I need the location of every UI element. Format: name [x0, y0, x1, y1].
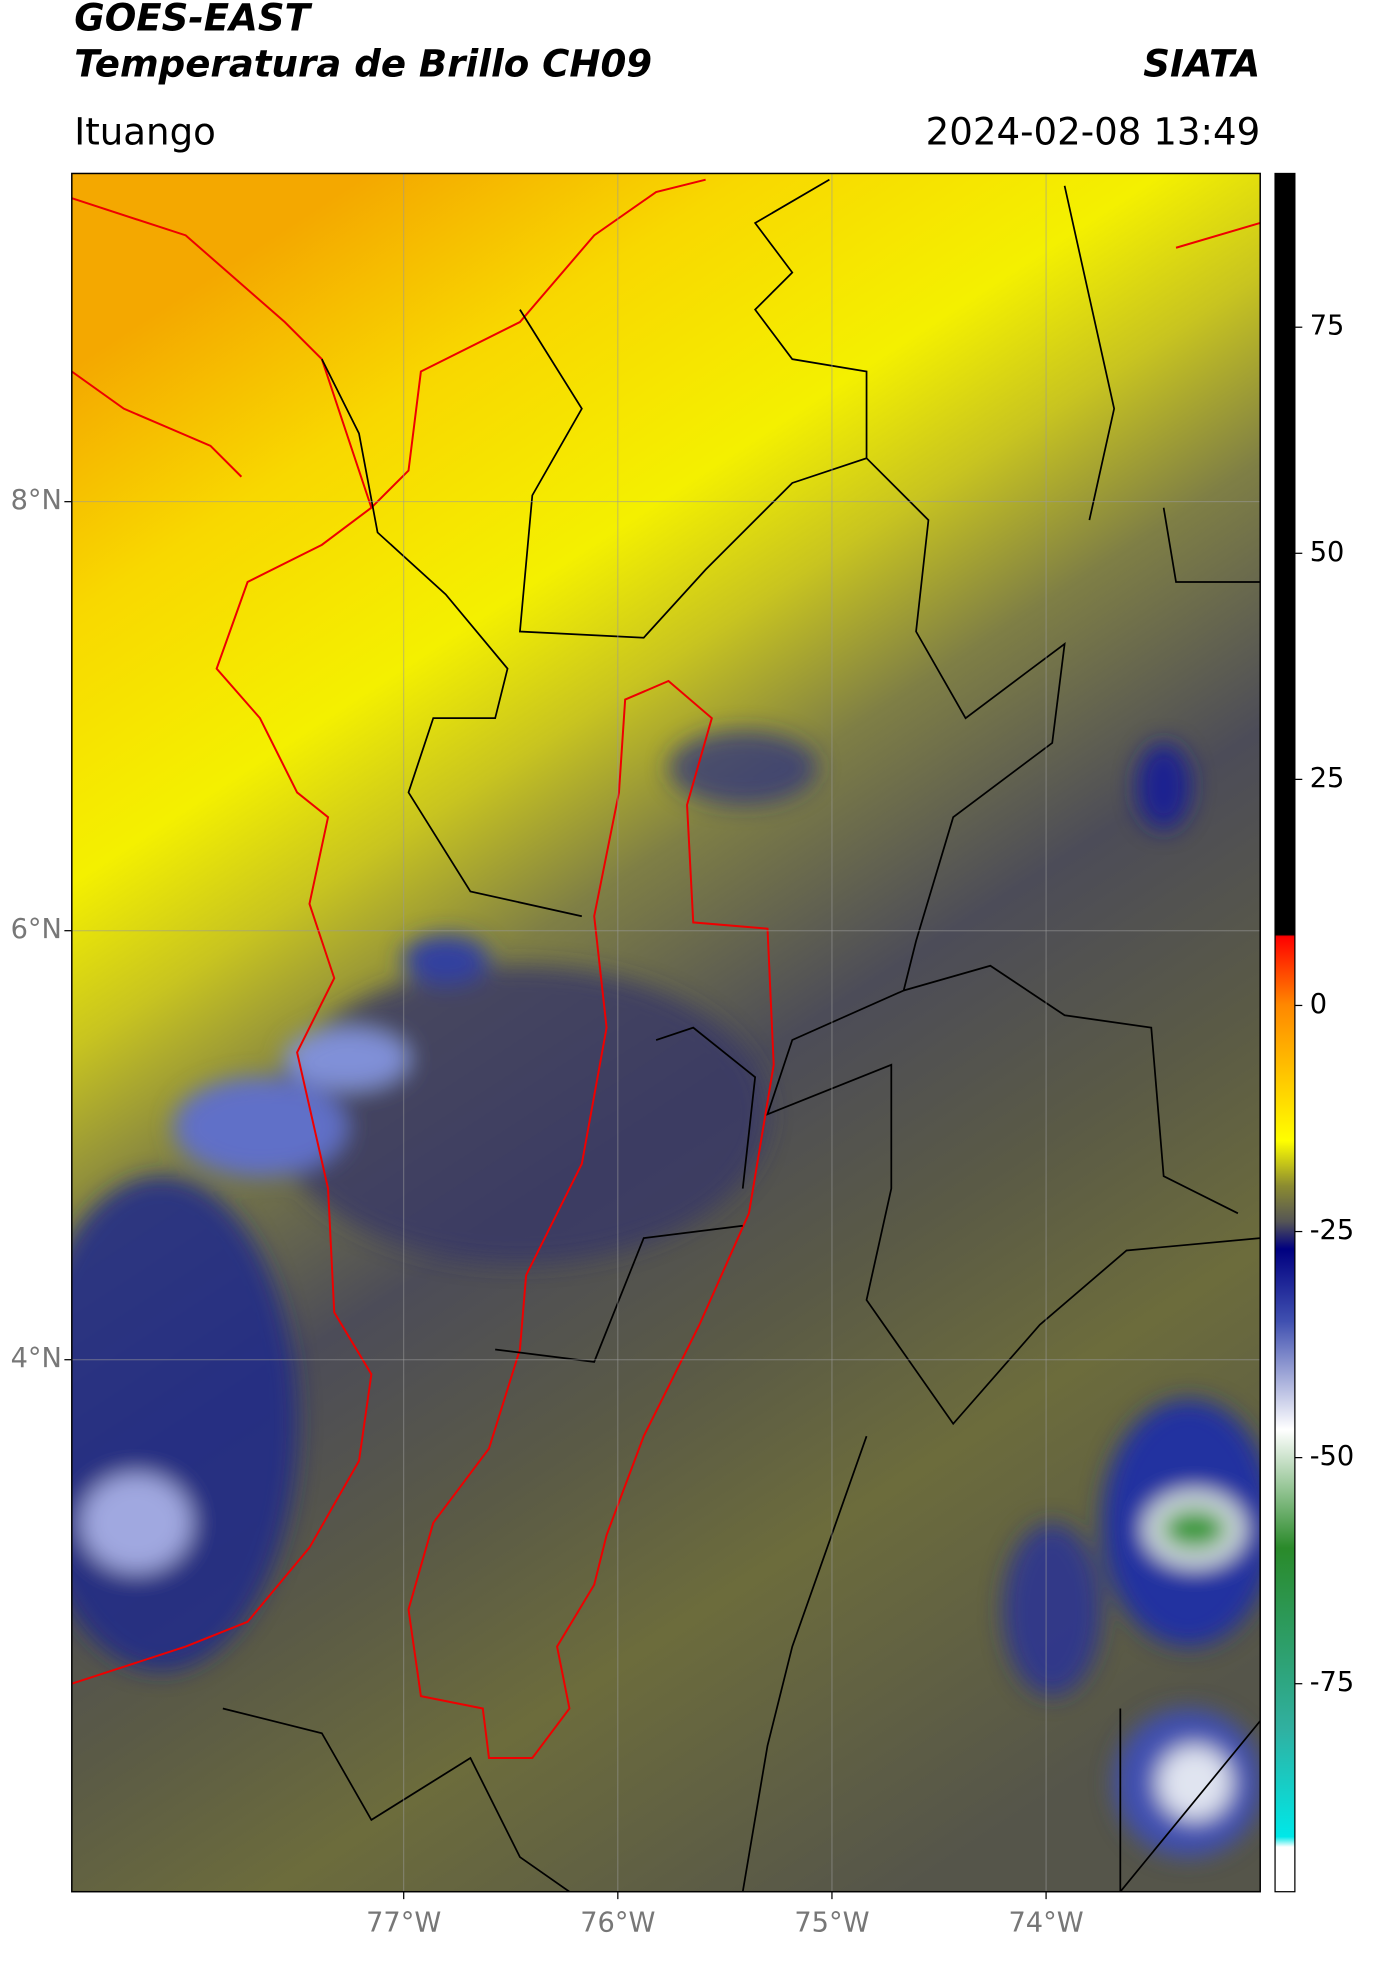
- satellite-image: [71, 173, 1261, 1892]
- map-frame: [71, 172, 1261, 1893]
- lon-tick-label: 77°W: [366, 1907, 441, 1938]
- title-line1: GOES-EAST: [74, 0, 312, 39]
- lat-tick-label: 6°N: [11, 914, 62, 945]
- region: Ituango: [74, 110, 216, 153]
- lon-tick-label: 76°W: [580, 1907, 655, 1938]
- graticule: [71, 173, 1261, 1892]
- colorbar-tick-label: -75: [1310, 1667, 1354, 1698]
- lat-tick-label: 4°N: [11, 1343, 62, 1374]
- colorbar-tick-label: 75: [1310, 311, 1345, 342]
- colorbar-tick-label: -50: [1310, 1441, 1354, 1472]
- lon-tick-label: 74°W: [1008, 1907, 1083, 1938]
- lon-tick-label: 75°W: [794, 1907, 869, 1938]
- title-line2: Temperatura de Brillo CH09: [74, 42, 652, 85]
- colorbar: [1274, 172, 1296, 1893]
- colorbar-tick-label: 25: [1310, 763, 1345, 794]
- colorbar-tick-label: 50: [1310, 537, 1345, 568]
- lat-tick-label: 8°N: [11, 485, 62, 516]
- timestamp: 2024-02-08 13:49: [926, 110, 1261, 153]
- colorbar-tick-label: -25: [1310, 1215, 1354, 1246]
- colorbar-tick-label: 0: [1310, 989, 1327, 1020]
- source: SIATA: [1143, 42, 1260, 85]
